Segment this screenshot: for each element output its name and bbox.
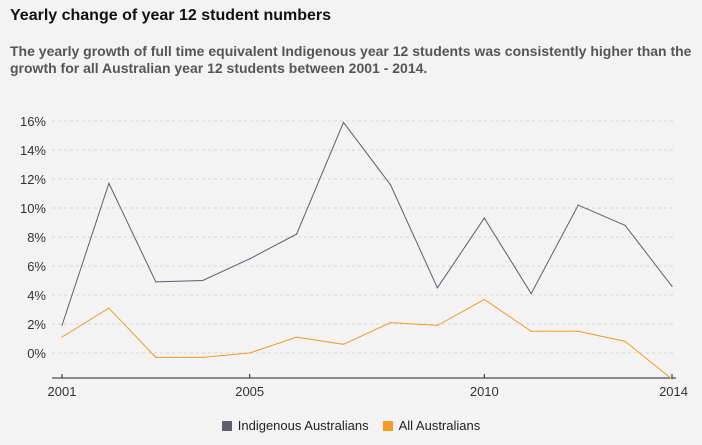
data-point — [624, 340, 626, 342]
legend-swatch-indigenous — [221, 420, 232, 431]
data-point — [530, 293, 532, 295]
x-tick-label: 2005 — [235, 384, 264, 399]
data-point — [108, 307, 110, 309]
chart-subtitle: The yearly growth of full time equivalen… — [10, 43, 692, 76]
legend-item-all: All Australians — [382, 418, 481, 433]
data-point — [483, 217, 485, 219]
y-tick-label: 14% — [20, 143, 46, 158]
data-point — [61, 324, 63, 326]
data-point — [155, 281, 157, 283]
data-point — [342, 343, 345, 345]
series-lines — [61, 121, 673, 380]
data-point — [249, 352, 251, 354]
data-point — [577, 204, 579, 206]
data-point — [624, 224, 626, 226]
data-point — [436, 287, 438, 289]
data-point — [389, 322, 392, 324]
data-point — [296, 336, 298, 338]
chart-title: Yearly change of year 12 student numbers — [10, 7, 332, 24]
data-point — [61, 336, 63, 338]
y-tick-label: 4% — [27, 288, 46, 303]
data-point — [530, 330, 532, 332]
x-tick-label: 2010 — [470, 384, 499, 399]
x-tick-label: 2014 — [659, 384, 688, 399]
y-tick-label: 0% — [27, 346, 46, 361]
data-point — [577, 330, 579, 332]
data-point — [342, 121, 345, 123]
data-point — [249, 258, 251, 260]
legend: Indigenous Australians All Australians — [0, 418, 702, 433]
data-point — [671, 285, 673, 287]
series-line-all — [61, 298, 673, 380]
data-point — [671, 378, 673, 380]
legend-item-indigenous: Indigenous Australians — [221, 418, 369, 433]
data-point — [108, 182, 110, 184]
y-tick-label: 8% — [27, 230, 46, 245]
y-tick-label: 12% — [20, 172, 46, 187]
legend-swatch-all — [382, 420, 393, 431]
legend-label-all: All Australians — [398, 418, 481, 433]
data-point — [202, 279, 204, 282]
series-line-indigenous — [61, 121, 673, 326]
data-point — [483, 298, 485, 300]
y-tick-label: 10% — [20, 201, 46, 216]
y-tick-label: 6% — [27, 259, 46, 274]
data-point — [155, 356, 157, 358]
tick-labels: 0% 2% 4% 6% 8% 10% 12% 14% 16% 2001 2005 2010 2014 — [20, 114, 688, 399]
y-tick-label: 2% — [27, 317, 46, 332]
data-point — [389, 184, 392, 186]
grid-lines — [52, 120, 676, 354]
y-tick-label: 16% — [20, 114, 46, 129]
data-point — [296, 233, 298, 235]
axes — [52, 374, 676, 379]
legend-label-indigenous: Indigenous Australians — [237, 418, 369, 433]
data-point — [436, 324, 438, 326]
x-tick-label: 2001 — [48, 384, 77, 399]
data-point — [202, 356, 204, 358]
